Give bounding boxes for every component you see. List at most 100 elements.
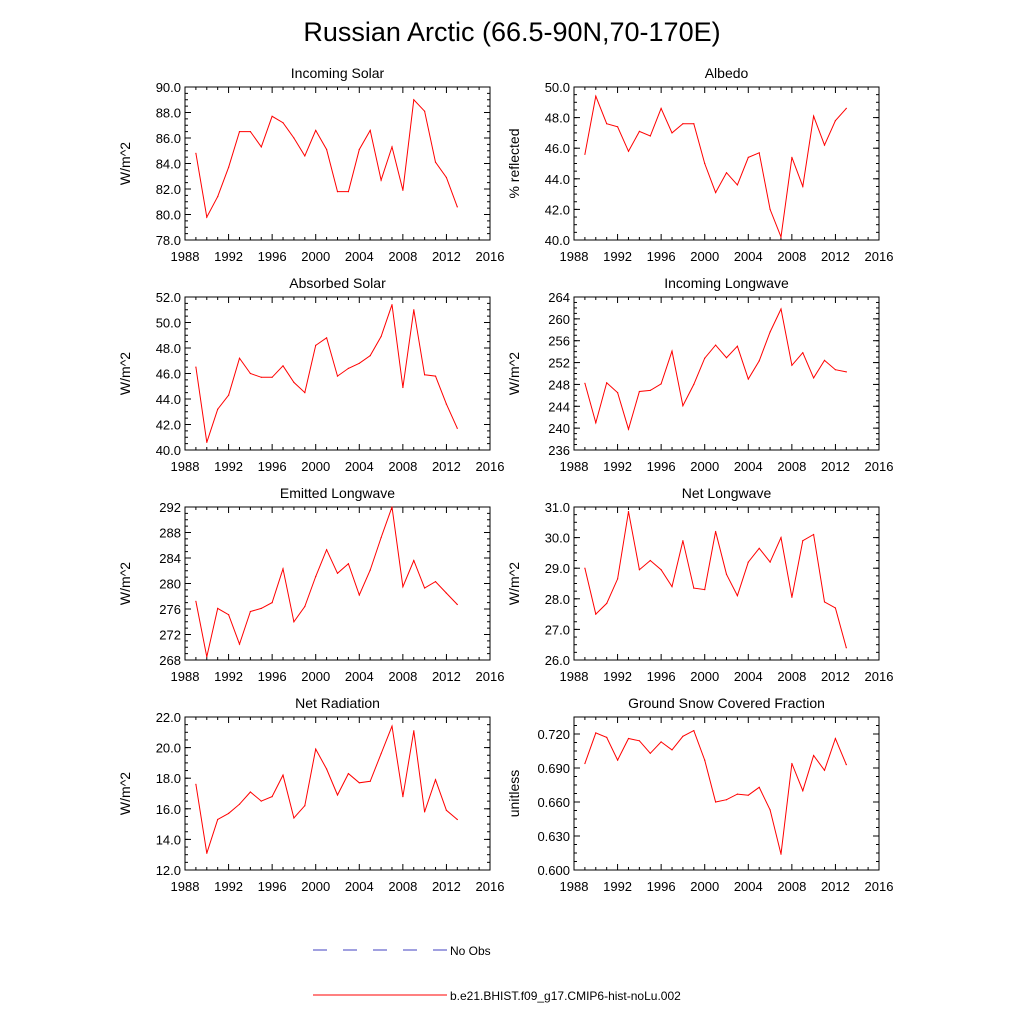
data-point [595,95,597,97]
data-point [813,377,815,379]
panels: 1988 1992 1996 2000 2004 2008 2012 2016 78.0 80.0… [117,65,893,894]
x-tick-label: 1988 [560,879,589,894]
data-point [813,754,815,757]
data-point [304,392,306,394]
data-point [347,773,349,775]
x-tick-label: 1988 [560,669,589,684]
panel-title: Incoming Solar [291,65,385,81]
data-point [358,594,360,596]
x-tick-label: 2004 [734,669,763,684]
data-point [293,621,295,623]
data-point [369,569,371,571]
data-point [736,345,739,347]
data-point [315,344,317,346]
data-point [845,764,847,766]
data-point [758,360,760,362]
data-point [791,364,793,366]
data-point [769,809,771,811]
data-point [315,129,317,131]
data-point [358,782,360,784]
plot-frame [184,506,491,661]
data-point [627,511,630,513]
data-point [725,172,728,174]
data-point [791,762,793,765]
data-point [260,376,262,378]
x-tick-label: 2008 [777,249,806,264]
data-point [293,137,295,139]
data-point [780,308,782,310]
data-point [638,390,641,393]
x-tick-label: 1988 [171,669,200,684]
x-tick-label: 2016 [865,459,894,474]
data-point [671,749,673,751]
data-point [271,796,273,798]
x-tick-label: 2008 [777,669,806,684]
data-point [747,561,749,563]
data-point [206,852,208,854]
data-point [456,603,458,606]
data-point [780,853,782,855]
data-point [595,613,597,615]
y-tick-label: 46.0 [156,367,181,382]
chart-panel-5: 1988 1992 1996 2000 2004 2008 2012 2016 268 272 27… [117,485,504,684]
data-point [369,355,371,357]
y-tick-label: 84.0 [156,157,181,172]
y-tick-label: 276 [159,602,181,617]
data-point [238,643,241,645]
data-point [802,185,804,187]
x-tick-label: 2000 [301,669,330,684]
data-point [249,791,251,793]
data-point [802,790,804,792]
data-point [413,730,415,732]
data-point [693,383,695,385]
panel-title: Ground Snow Covered Fraction [628,695,825,711]
data-point [195,366,197,368]
figure-title: Russian Arctic (66.5-90N,70-170E) [303,17,720,47]
y-tick-label: 40.0 [156,443,181,458]
panel-title: Emitted Longwave [280,485,395,501]
data-point [715,344,717,346]
x-tick-label: 2008 [388,459,417,474]
data-point [606,736,608,739]
x-tick-label: 2004 [345,879,374,894]
data-point [802,540,804,542]
data-point [326,148,328,151]
y-tick-label: 236 [548,443,570,458]
y-tick-label: 44.0 [545,172,570,187]
y-tick-label: 0.660 [537,795,570,810]
data-point [380,335,382,338]
data-point [758,152,760,154]
data-point [834,607,837,609]
data-point [347,191,349,193]
x-tick-label: 1992 [603,459,632,474]
y-axis-label: W/m^2 [117,352,133,395]
x-tick-label: 2004 [345,249,374,264]
x-tick-label: 1996 [258,669,287,684]
data-point [606,123,608,125]
data-point [304,155,306,157]
y-tick-label: 20.0 [156,741,181,756]
x-tick-label: 2004 [345,669,374,684]
data-point [228,812,230,815]
data-point [402,586,404,588]
data-point [595,422,597,424]
data-point [791,596,793,598]
x-tick-label: 2004 [734,249,763,264]
data-point [456,427,458,429]
chart-panel-1: 1988 1992 1996 2000 2004 2008 2012 2016 78.0 80.0… [117,65,504,264]
data-point [315,575,317,578]
data-point [282,568,284,570]
data-point [845,107,847,109]
data-point [293,381,295,383]
x-tick-label: 2000 [690,249,719,264]
legend-label-model: b.e21.BHIST.f09_g17.CMIP6-hist-noLu.002 [450,989,681,1003]
data-point [649,389,651,391]
data-point [725,357,728,359]
y-tick-label: 44.0 [156,392,181,407]
data-point [715,192,717,194]
data-point [238,131,241,133]
x-tick-label: 2016 [476,879,505,894]
data-point [293,817,295,819]
data-point [704,162,706,165]
